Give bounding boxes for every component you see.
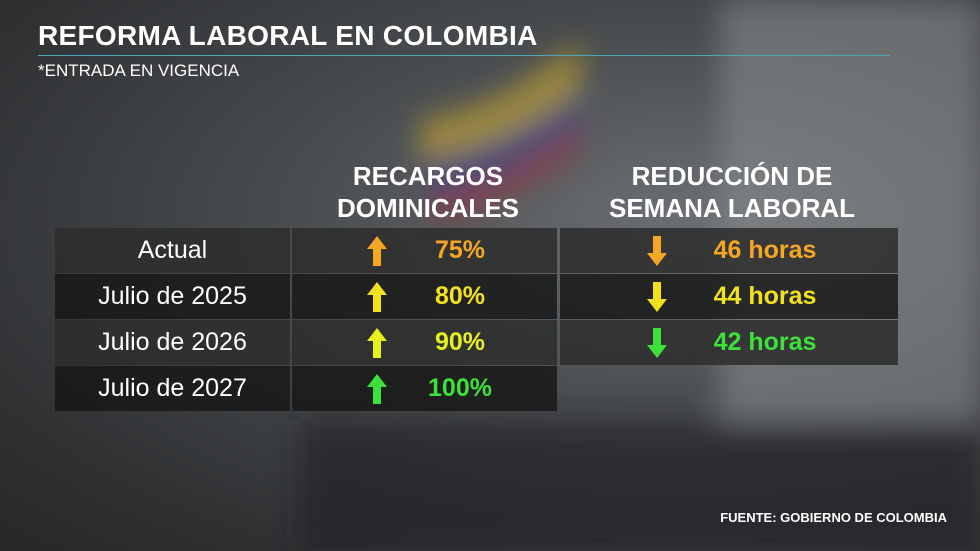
- row-label: Actual: [55, 228, 290, 273]
- down-arrow: [647, 328, 667, 358]
- semana-cell: [560, 228, 898, 273]
- up-arrow: [367, 282, 387, 312]
- column-header: REDUCCIÓN DE SEMANA LABORAL: [608, 161, 856, 223]
- row-label: Julio de 2026: [55, 320, 290, 365]
- source: FUENTE: GOBIERNO DE COLOMBIA: [720, 510, 947, 525]
- recargo-value: 75%: [434, 236, 486, 264]
- semana-cell: [560, 274, 898, 319]
- column-header: RECARGOS DOMINICALES: [337, 161, 519, 223]
- recargo-cell: [292, 320, 557, 365]
- down-arrow: [647, 282, 667, 312]
- semana-value: 46 horas: [713, 236, 817, 264]
- up-arrow: [367, 328, 387, 358]
- subtitle: *ENTRADA EN VIGENCIA: [38, 61, 240, 80]
- recargo-cell: [292, 228, 557, 273]
- up-arrow: [367, 236, 387, 266]
- down-arrow: [647, 236, 667, 266]
- title-rule: [38, 55, 890, 56]
- recargo-cell: [292, 274, 557, 319]
- recargo-value: 90%: [434, 328, 486, 356]
- recargo-cell: [292, 366, 557, 411]
- semana-value: 44 horas: [713, 282, 817, 310]
- up-arrow: [367, 374, 387, 404]
- row-label: Julio de 2025: [55, 274, 290, 319]
- row-label: Julio de 2027: [55, 366, 290, 411]
- recargo-value: 100%: [428, 374, 492, 402]
- recargo-value: 80%: [434, 282, 486, 310]
- semana-value: 42 horas: [713, 328, 817, 356]
- semana-cell: [560, 320, 898, 365]
- title: REFORMA LABORAL EN COLOMBIA: [38, 20, 538, 51]
